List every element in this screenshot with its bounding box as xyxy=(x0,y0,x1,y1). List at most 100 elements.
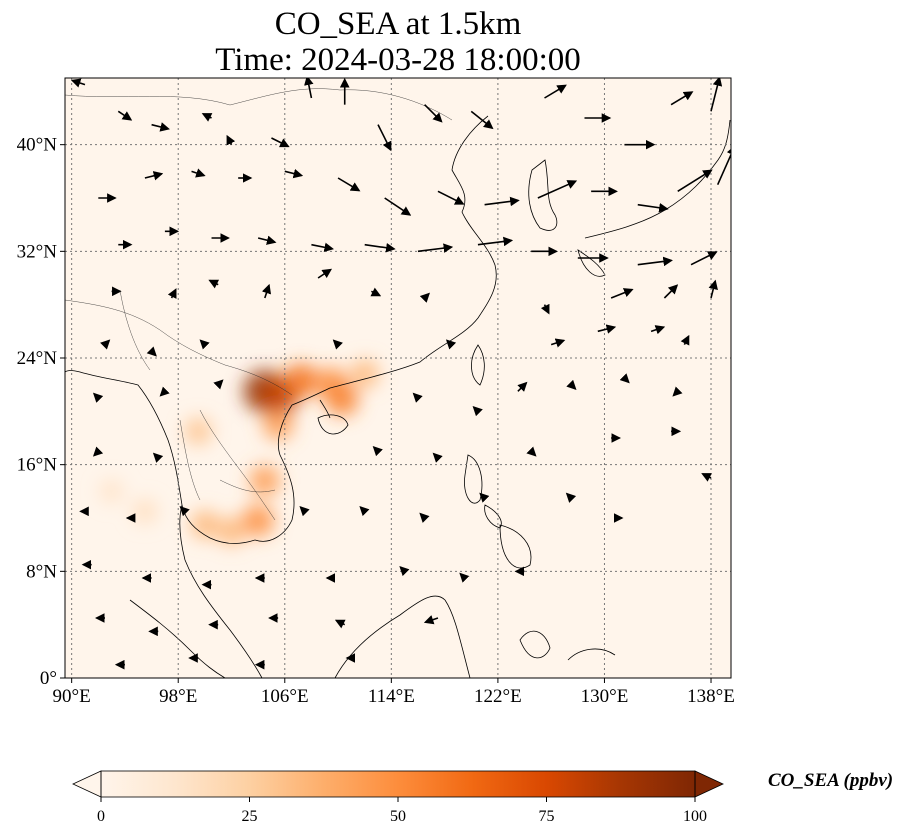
wind-arrow xyxy=(424,104,443,123)
wind-arrow xyxy=(445,339,457,350)
coastline-thailand xyxy=(179,504,263,678)
colorbar-tick-label: 50 xyxy=(390,808,406,825)
x-tick-label: 90°E xyxy=(53,686,91,707)
co-hotspot xyxy=(184,417,212,445)
wind-arrow xyxy=(637,202,669,213)
coastline-korea xyxy=(528,159,558,231)
wind-arrow xyxy=(677,169,713,193)
co-hotspot xyxy=(242,504,275,537)
wind-arrow xyxy=(199,339,210,350)
wind-arrow xyxy=(311,242,334,253)
x-tick-label: 106°E xyxy=(261,686,309,707)
wind-arrow xyxy=(650,325,666,335)
colorbar-label: CO_SEA (ppbv) xyxy=(768,770,894,791)
wind-arrow xyxy=(672,386,683,397)
x-tick-label: 130°E xyxy=(581,686,629,707)
colorbar-tick-label: 25 xyxy=(242,808,258,825)
wind-arrow xyxy=(432,452,443,463)
wind-arrow xyxy=(459,572,470,583)
x-tick-label: 138°E xyxy=(687,686,735,707)
wind-arrow xyxy=(437,190,465,205)
colorbar: 0 25 50 75 100 xyxy=(72,770,724,825)
wind-arrow xyxy=(377,124,392,152)
wind-arrow xyxy=(412,392,423,403)
wind-arrow xyxy=(417,243,454,253)
wind-arrow xyxy=(304,78,314,99)
wind-arrow xyxy=(610,288,634,299)
colorbar-tick-label: 100 xyxy=(683,808,707,825)
coastline-borneo xyxy=(334,595,471,678)
wind-arrow xyxy=(191,168,206,178)
wind-arrow xyxy=(317,268,333,279)
wind-arrow xyxy=(708,279,718,299)
wind-arrow xyxy=(92,446,104,457)
wind-arrow xyxy=(92,392,104,403)
map-background xyxy=(65,78,731,678)
wind-arrow xyxy=(716,145,731,185)
y-tick-label: 24°N xyxy=(17,348,58,369)
wind-arrow xyxy=(384,197,412,216)
wind-arrow xyxy=(526,446,537,457)
wind-arrow xyxy=(423,615,439,625)
wind-arrow xyxy=(299,506,310,517)
wind-vectors xyxy=(70,78,731,670)
coastline-sulawesi xyxy=(519,630,551,659)
wind-arrow xyxy=(472,406,483,417)
coastlines xyxy=(65,115,731,678)
wind-arrow xyxy=(537,180,578,199)
coastline-taiwan xyxy=(471,344,485,386)
wind-arrow xyxy=(179,506,190,517)
wind-arrow xyxy=(226,134,236,146)
coastline-myanmar xyxy=(65,370,183,506)
coastline-china-east xyxy=(291,115,497,406)
wind-arrow xyxy=(117,110,133,121)
colorbar-tick-label: 0 xyxy=(97,808,105,825)
wind-arrow xyxy=(208,279,220,289)
wind-arrow xyxy=(701,473,712,482)
wind-arrow xyxy=(619,373,630,384)
wind-arrow xyxy=(544,84,567,99)
co-hotspot xyxy=(132,499,158,524)
x-tick-label: 98°E xyxy=(159,686,197,707)
y-tick-label: 16°N xyxy=(17,455,58,476)
wind-arrow xyxy=(359,506,370,517)
coastline-leizhou xyxy=(319,399,331,419)
country-borders xyxy=(65,88,453,521)
wind-arrow xyxy=(517,381,528,392)
wind-arrow xyxy=(213,379,224,390)
coastline-japan xyxy=(584,119,731,239)
y-tick-label: 8°N xyxy=(26,561,57,582)
y-tick-label: 40°N xyxy=(17,135,58,156)
wind-arrow xyxy=(372,446,383,457)
coastline-sumatra xyxy=(129,599,226,678)
wind-arrow xyxy=(334,619,346,629)
co-hotspot xyxy=(262,409,294,441)
wind-arrow xyxy=(637,256,673,267)
wind-arrow xyxy=(670,91,694,106)
wind-arrow xyxy=(566,379,577,390)
co-hotspot xyxy=(217,517,246,546)
wind-arrow xyxy=(370,287,382,297)
figure-title-line1: CO_SEA at 1.5km xyxy=(274,6,522,42)
wind-arrow xyxy=(146,346,157,357)
co-hotspot xyxy=(249,465,281,497)
wind-arrow xyxy=(257,235,277,245)
wind-arrow xyxy=(144,171,164,181)
wind-arrow xyxy=(159,386,170,397)
graticule xyxy=(65,78,731,678)
wind-arrow xyxy=(337,177,361,192)
wind-arrow xyxy=(419,512,430,523)
wind-arrow xyxy=(332,339,343,350)
wind-arrow xyxy=(100,339,111,350)
co-hotspot xyxy=(325,382,359,416)
wind-arrow xyxy=(419,292,430,303)
colorbar-extend-min xyxy=(72,770,102,798)
co-hotspot xyxy=(99,479,124,504)
wind-arrow xyxy=(690,251,718,266)
co-hotspot xyxy=(283,363,318,398)
axis-ticks: 90°E 98°E 106°E 114°E 122°E 130°E 138°E 0° 8°N 16… xyxy=(17,135,735,707)
x-tick-label: 122°E xyxy=(474,686,522,707)
colorbar-gradient xyxy=(101,771,695,797)
wind-arrow xyxy=(597,324,617,334)
colorbar-tick-label: 75 xyxy=(539,808,555,825)
